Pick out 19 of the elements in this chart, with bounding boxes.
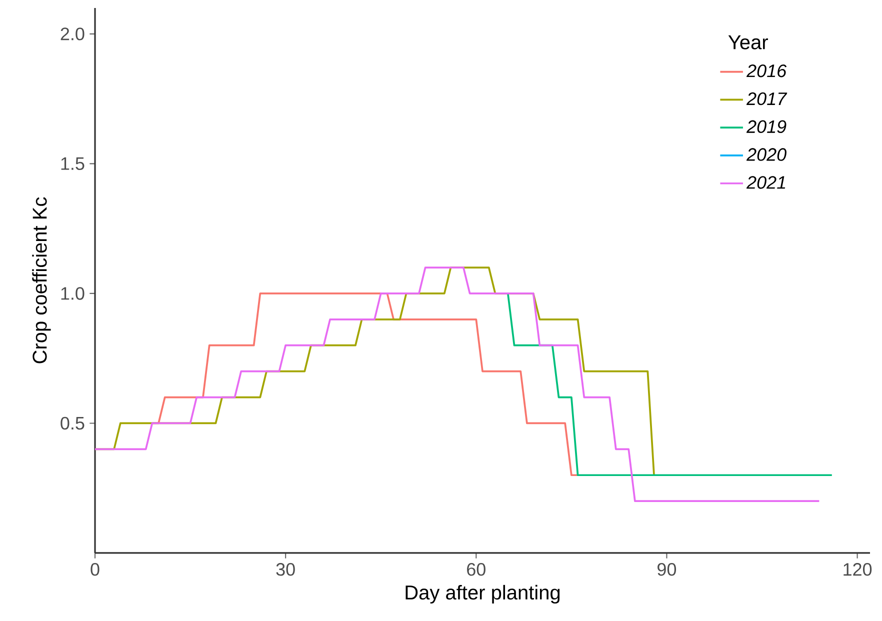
legend-label: 2019 [746,120,786,134]
x-axis-title: Day after planting [406,584,560,604]
y-axis-title: Crop coefficient Kc [32,197,51,364]
y-tick-label: 1.5 [61,157,84,170]
y-tick-label: 0.5 [60,416,84,430]
x-tick-label: 90 [658,563,676,576]
x-tick-label: 30 [276,563,295,576]
legend-label: 2020 [746,148,786,161]
x-tick-label: 60 [467,563,486,576]
line-series [94,266,820,502]
legend-label: 2016 [746,64,787,78]
x-tick-label: 120 [844,563,872,576]
legend-label: 2021 [746,176,786,189]
legend-label: 2017 [746,92,788,106]
line-series [506,292,833,476]
y-tick-label: 1.0 [61,287,84,300]
x-tick-label: 0 [90,563,100,576]
y-tick-label: 2.0 [60,28,84,40]
legend-title: Year [728,35,768,50]
